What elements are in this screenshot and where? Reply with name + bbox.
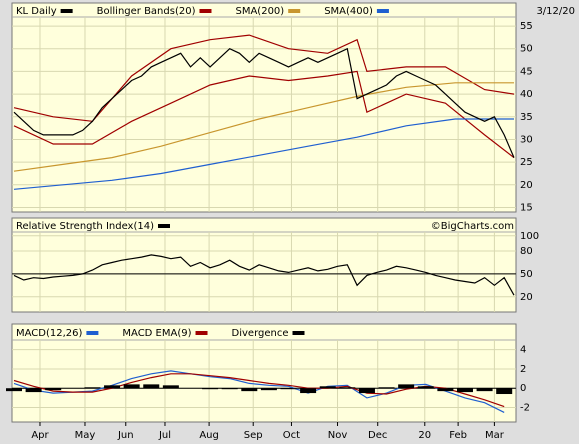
y-tick-label: 30	[520, 134, 533, 145]
x-tick-label: 20	[418, 430, 431, 441]
legend-swatch	[86, 331, 99, 335]
y-tick-label: 20	[520, 292, 533, 303]
legend-label: SMA(400)	[324, 6, 373, 17]
divergence-bar	[162, 385, 179, 389]
series-line	[13, 118, 514, 190]
divergence-bar	[476, 388, 493, 392]
y-tick-label: 25	[520, 157, 533, 168]
legend-label: MACD EMA(9)	[122, 328, 191, 339]
watermark: ©BigCharts.com	[431, 221, 514, 232]
divergence-bar	[339, 387, 356, 389]
series-line	[13, 47, 515, 158]
x-tick-label: Jun	[117, 430, 134, 441]
legend-swatch	[195, 331, 208, 335]
y-tick-label: 50	[520, 269, 533, 280]
x-tick-label: Oct	[283, 430, 300, 441]
y-tick-label: 4	[520, 345, 526, 356]
divergence-bar	[358, 388, 375, 394]
divergence-bar	[398, 384, 415, 389]
y-tick-label: 15	[520, 202, 533, 213]
series-line	[13, 34, 515, 122]
date-label: 3/12/20	[536, 6, 575, 17]
x-tick-label: Apr	[31, 430, 49, 441]
y-tick-label: 100	[520, 231, 539, 242]
divergence-bar	[417, 386, 434, 389]
divergence-bar	[84, 387, 101, 389]
panel-title: Relative Strength Index(14)	[16, 221, 154, 232]
y-tick-label: 40	[520, 89, 533, 100]
legend-label: SMA(200)	[235, 6, 284, 17]
legend-swatch	[60, 9, 73, 13]
series-line	[13, 82, 514, 172]
divergence-bar	[241, 388, 258, 392]
y-tick-label: 0	[520, 383, 526, 394]
divergence-bar	[319, 386, 336, 389]
divergence-bar	[300, 388, 317, 394]
legend-swatch	[376, 9, 389, 13]
panel	[11, 2, 517, 213]
x-tick-label: Nov	[328, 430, 348, 441]
divergence-bar	[25, 388, 42, 393]
y-tick-label: 45	[520, 66, 533, 77]
divergence-bar	[6, 388, 22, 392]
divergence-bar	[221, 388, 238, 390]
divergence-bar	[45, 388, 62, 391]
y-tick-label: 2	[520, 364, 526, 375]
series-line	[13, 70, 515, 159]
y-tick-label: 80	[520, 246, 533, 257]
x-tick-label: Mar	[485, 430, 505, 441]
legend-label: Divergence	[232, 328, 289, 339]
x-tick-label: May	[75, 430, 96, 441]
legend-swatch	[288, 9, 301, 13]
divergence-bar	[123, 384, 140, 389]
x-tick-label: Sep	[244, 430, 263, 441]
divergence-bar	[202, 388, 219, 390]
legend-label: Bollinger Bands(20)	[97, 6, 196, 17]
divergence-bar	[104, 385, 121, 389]
divergence-bar	[280, 388, 297, 390]
x-tick-label: Aug	[199, 430, 219, 441]
y-tick-label: 55	[520, 21, 533, 32]
divergence-bar	[437, 388, 454, 392]
divergence-bar	[260, 388, 277, 391]
y-tick-label: -2	[520, 403, 530, 414]
y-tick-label: 50	[520, 44, 533, 55]
y-tick-label: 35	[520, 112, 533, 123]
panel-title: KL Daily	[16, 6, 57, 17]
x-tick-label: Jul	[158, 430, 171, 441]
x-tick-label: Feb	[449, 430, 467, 441]
x-tick-label: Dec	[368, 430, 387, 441]
series-line	[13, 370, 505, 413]
y-tick-label: 20	[520, 180, 533, 191]
legend-swatch	[158, 224, 170, 228]
divergence-bar	[496, 388, 513, 395]
legend-label: MACD(12,26)	[16, 328, 83, 339]
divergence-bar	[456, 388, 473, 393]
legend-swatch	[199, 9, 212, 13]
legend-swatch	[292, 331, 305, 335]
series-line	[13, 254, 515, 296]
divergence-bar	[143, 384, 160, 389]
divergence-bar	[378, 387, 395, 389]
